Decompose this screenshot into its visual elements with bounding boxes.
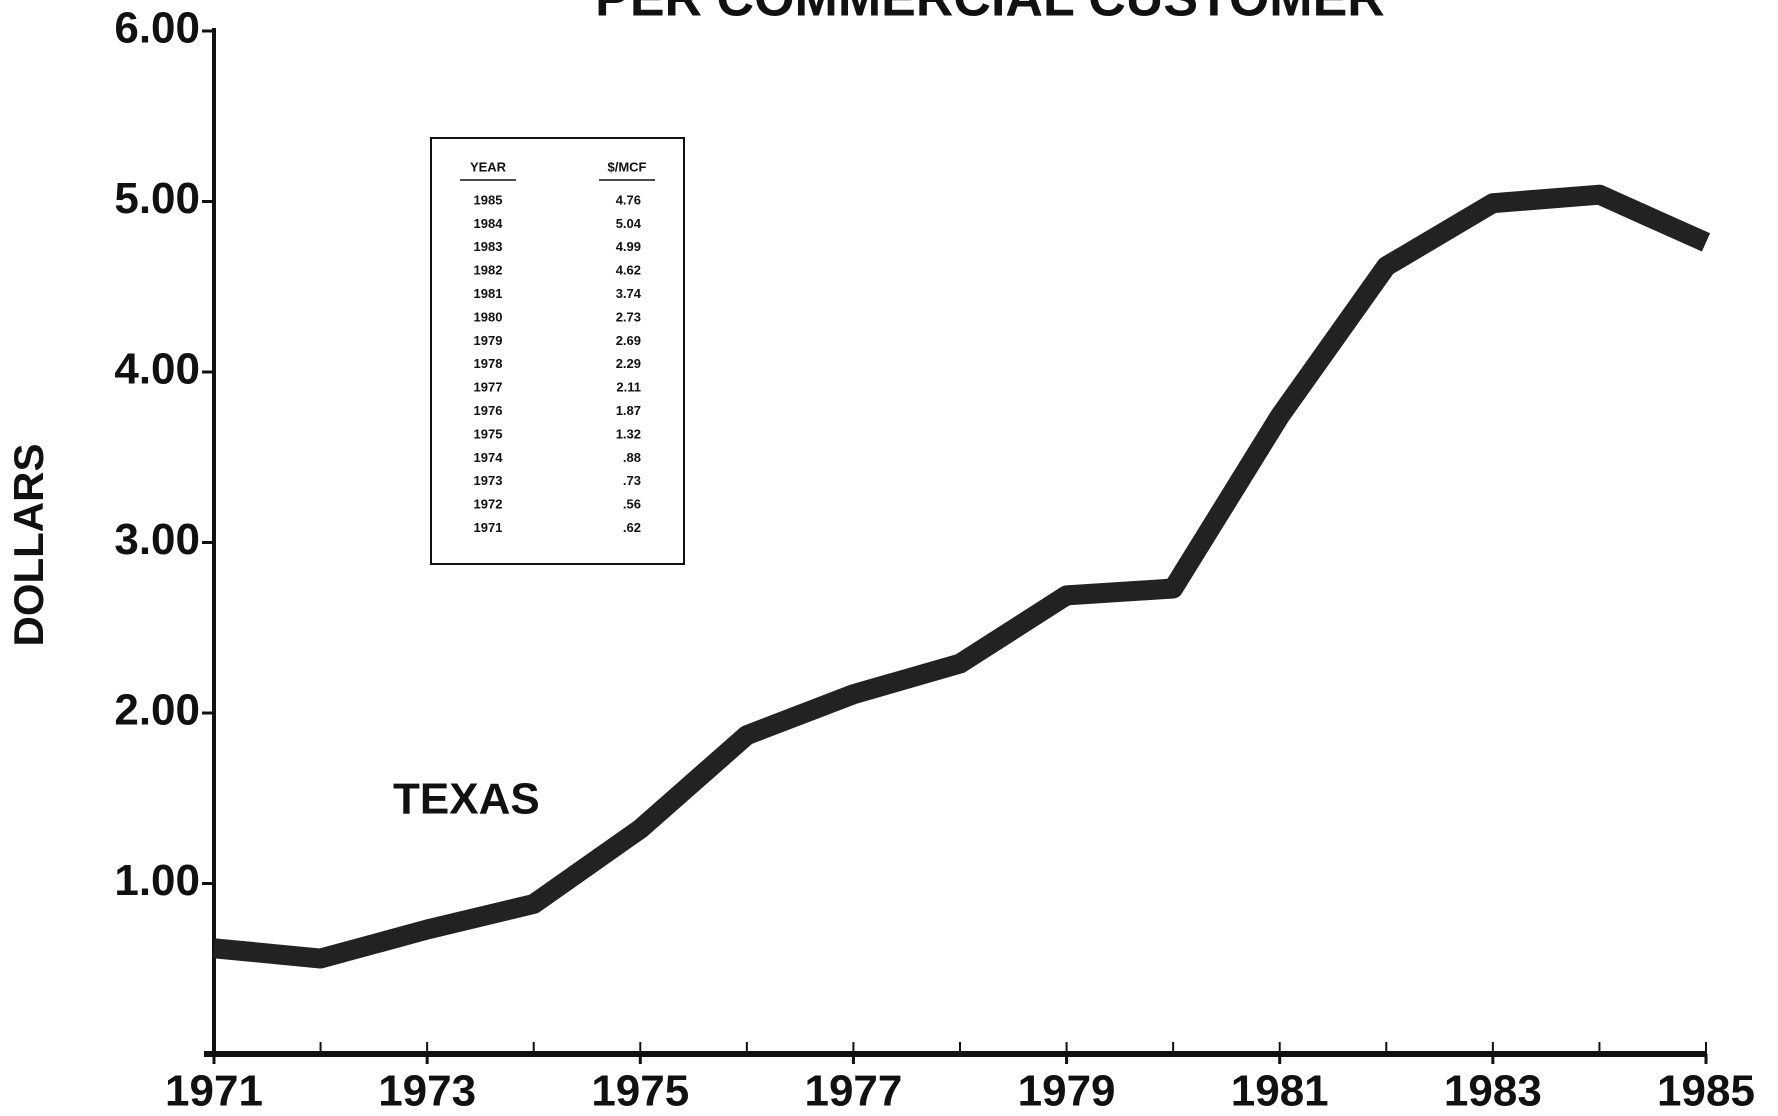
y-tick-label: 5.00	[114, 174, 200, 223]
y-tick-label: 6.00	[114, 4, 200, 53]
y-tick-label: 3.00	[114, 515, 200, 564]
table-cell: 1.87	[616, 403, 641, 418]
table-cell: 1978	[474, 356, 503, 371]
line-series	[213, 184, 1711, 969]
table-cell: 2.69	[616, 333, 641, 348]
table-cell: .73	[623, 473, 641, 488]
table-cell: 2.73	[616, 309, 641, 324]
table-cell: 3.74	[616, 286, 642, 301]
table-cell: 1975	[474, 426, 503, 441]
y-axis-label: DOLLARS	[5, 444, 52, 647]
annotation: TEXAS	[393, 775, 540, 824]
table-cell: 2.11	[616, 380, 641, 395]
table-cell: 1979	[474, 333, 503, 348]
table-cell: 1976	[474, 403, 503, 418]
table-cell: 1981	[474, 286, 503, 301]
x-tick-label: 1971	[165, 1067, 263, 1116]
x-tick-label: 1983	[1444, 1067, 1542, 1116]
table-cell: 2.29	[616, 356, 641, 371]
table-cell: 4.76	[616, 192, 641, 207]
table-header: YEAR	[470, 159, 507, 174]
table-cell: .56	[623, 497, 641, 512]
table-cell: 4.99	[616, 239, 641, 254]
chart-title: PER COMMERCIAL CUSTOMER	[595, 0, 1385, 28]
table-cell: 1977	[474, 380, 503, 395]
table-cell: 4.62	[616, 263, 641, 278]
table-cell: .88	[623, 450, 641, 465]
x-tick-label: 1979	[1018, 1067, 1116, 1116]
table-box	[430, 137, 685, 565]
y-tick-label: 4.00	[114, 345, 200, 394]
table-cell: 5.04	[616, 216, 642, 231]
table-header: $/MCF	[608, 159, 647, 174]
x-tick-label: 1973	[378, 1067, 476, 1116]
y-tick-label: 2.00	[114, 686, 200, 735]
y-tick-label: 1.00	[114, 856, 200, 905]
table-cell: 1.32	[616, 426, 641, 441]
x-tick-label: 1977	[804, 1067, 902, 1116]
x-tick-label: 1981	[1231, 1067, 1329, 1116]
table-cell: 1972	[474, 497, 503, 512]
table-cell: 1983	[474, 239, 503, 254]
x-tick-label: 1985	[1657, 1067, 1755, 1116]
table-cell: 1985	[474, 192, 503, 207]
x-tick-label: 1975	[591, 1067, 689, 1116]
table-cell: .62	[623, 520, 641, 535]
table-cell: 1980	[474, 309, 503, 324]
table-cell: 1974	[474, 450, 504, 465]
table-cell: 1971	[474, 520, 503, 535]
table-cell: 1973	[474, 473, 503, 488]
table-cell: 1982	[474, 263, 503, 278]
table-cell: 1984	[474, 216, 504, 231]
